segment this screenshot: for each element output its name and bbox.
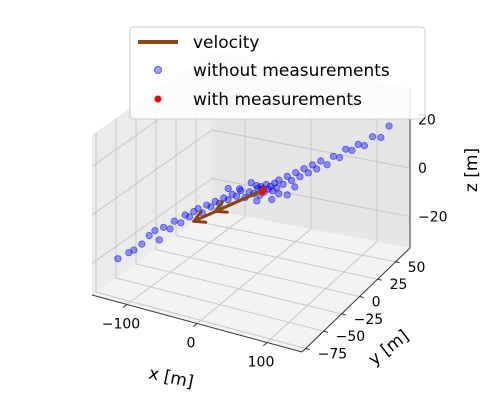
point-without-measurement (248, 180, 254, 186)
legend-without-swatch (155, 67, 162, 74)
y-tick-label: −50 (336, 329, 366, 345)
point-without-measurement (361, 142, 367, 148)
point-without-measurement (369, 134, 375, 140)
point-without-measurement (336, 154, 342, 160)
y-axis-label: y [m] (365, 326, 413, 370)
point-without-measurement (324, 162, 330, 168)
point-without-measurement (343, 146, 349, 152)
point-without-measurement (131, 247, 137, 253)
point-without-measurement (152, 227, 158, 233)
point-without-measurement (355, 141, 361, 147)
legend-with-swatch (155, 96, 162, 103)
tick-mark (193, 324, 197, 327)
point-without-measurement (186, 214, 192, 220)
y-tick-label: 0 (372, 295, 381, 311)
point-without-measurement (254, 198, 260, 204)
point-without-measurement (236, 186, 242, 192)
tick-mark (123, 305, 127, 308)
point-without-measurement (139, 241, 145, 247)
legend-without-label: without measurements (193, 61, 390, 81)
z-tick-label: 0 (418, 161, 427, 177)
point-without-measurement (297, 174, 303, 180)
point-without-measurement (276, 191, 282, 197)
legend: velocity without measurements with measu… (130, 27, 425, 119)
point-without-measurement (386, 123, 392, 129)
point-without-measurement (146, 232, 152, 238)
tick-mark (263, 343, 267, 346)
point-without-measurement (284, 192, 290, 198)
point-without-measurement (225, 185, 231, 191)
legend-velocity-label: velocity (193, 33, 259, 53)
tick-mark (396, 262, 400, 263)
point-without-measurement (178, 220, 184, 226)
point-without-measurement (171, 218, 177, 224)
point-without-measurement (160, 224, 166, 230)
point-without-measurement (233, 193, 239, 199)
point-without-measurement (292, 184, 298, 190)
point-without-measurement (288, 177, 294, 183)
point-without-measurement (349, 147, 355, 153)
point-without-measurement (208, 204, 214, 210)
x-tick-label: 100 (248, 355, 275, 371)
point-without-measurement (330, 153, 336, 159)
point-without-measurement (225, 197, 231, 203)
point-without-measurement (280, 181, 286, 187)
tick-mark (306, 349, 310, 350)
point-without-measurement (156, 237, 162, 243)
point-without-measurement (167, 226, 173, 232)
point-without-measurement (269, 196, 275, 202)
point-without-measurement (115, 256, 121, 262)
x-tick-label: 0 (187, 336, 196, 352)
legend-with-label: with measurements (193, 90, 362, 110)
z-tick-label: −20 (418, 209, 448, 225)
point-without-measurement (318, 158, 324, 164)
point-without-measurement (314, 166, 320, 172)
point-without-measurement (305, 170, 311, 176)
y-tick-label: 50 (408, 260, 426, 276)
tick-mark (360, 297, 364, 298)
x-tick-label: −100 (102, 317, 140, 333)
y-tick-label: −25 (354, 312, 384, 328)
z-axis-label: z [m] (462, 148, 482, 192)
y-tick-label: 25 (390, 277, 408, 293)
point-without-measurement (378, 134, 384, 140)
x-axis-label: x [m] (147, 364, 195, 393)
y-tick-label: −75 (318, 347, 348, 363)
tick-mark (378, 279, 382, 280)
tick-mark (324, 331, 328, 332)
tick-mark (342, 314, 346, 315)
point-without-measurement (274, 185, 280, 191)
